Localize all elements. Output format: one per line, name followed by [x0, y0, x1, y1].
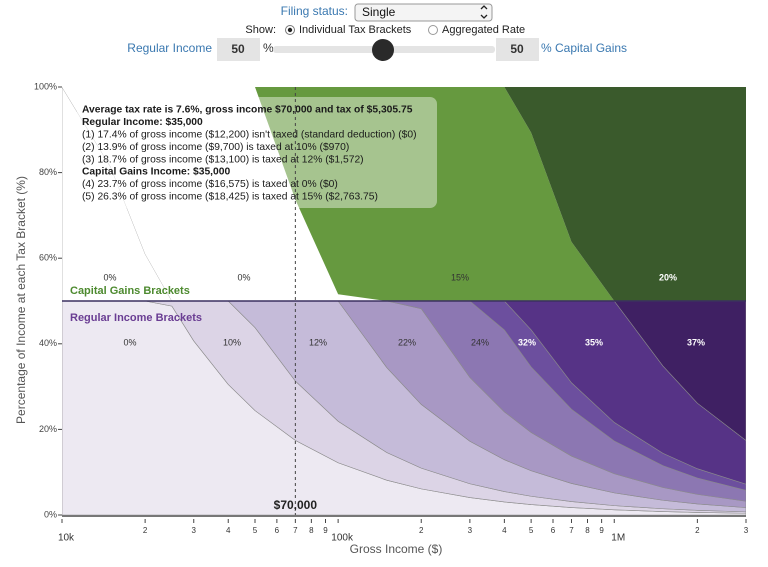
x-tick-label: 8: [585, 526, 590, 535]
select-arrows: [480, 5, 488, 19]
annotation-line: Capital Gains Income: $35,000: [82, 167, 230, 178]
bracket-label: 15%: [451, 272, 469, 282]
annotation-box: [77, 97, 437, 208]
x-tick-label: 2: [143, 526, 148, 535]
x-tick-label: 8: [309, 526, 314, 535]
x-tick-label: 1M: [611, 533, 625, 544]
bracket-label: 0%: [103, 272, 116, 282]
right-label: % Capital Gains: [541, 41, 627, 55]
x-tick-label: 4: [226, 526, 231, 535]
y-tick-label: 80%: [39, 167, 57, 177]
overlay: 0% 10% 12% 22% 24% 32% 35% 37%0% 0% 15% 20%Capital…: [14, 81, 749, 556]
annotation-line: (4) 23.7% of gross income ($16,575) is t…: [82, 179, 338, 190]
x-tick-label: 10k: [58, 533, 75, 544]
marker-label: $70,000: [274, 498, 318, 512]
radio-aggregated[interactable]: [428, 25, 438, 35]
x-axis-title: Gross Income ($): [350, 542, 443, 556]
group-label: Capital Gains Brackets: [70, 285, 190, 297]
x-tick-label: 9: [599, 526, 604, 535]
y-tick-label: 0%: [44, 509, 57, 519]
plot-area: [62, 87, 746, 515]
annotation-line: Average tax rate is 7.6%, gross income $…: [82, 105, 413, 116]
bracket-label: 32%: [518, 337, 536, 347]
left-value: 50: [231, 42, 245, 56]
bracket-label: 22%: [398, 337, 416, 347]
annotation-line: (5) 26.3% of gross income ($18,425) is t…: [82, 192, 378, 203]
x-tick-label: 6: [275, 526, 280, 535]
y-axis-title: Percentage of Income at each Tax Bracket…: [14, 176, 28, 424]
filing-label: Filing status:: [281, 4, 348, 18]
left-input[interactable]: [217, 38, 260, 61]
y-tick-label: 20%: [39, 424, 57, 434]
bracket-label: 10%: [223, 337, 241, 347]
y-tick-label: 60%: [39, 253, 57, 263]
annotation-line: (3) 18.7% of gross income ($13,100) is t…: [82, 154, 364, 165]
bracket-label: 20%: [659, 272, 677, 282]
x-tick-label: 100k: [331, 533, 354, 544]
annotation-line: Regular Income: $35,000: [82, 117, 203, 128]
radio-dot: [287, 27, 293, 33]
x-tick-label: 3: [468, 526, 473, 535]
x-tick-label: 2: [419, 526, 424, 535]
option-aggregated: Aggregated Rate: [442, 24, 525, 36]
x-tick-label: 5: [253, 526, 258, 535]
x-tick-label: 3: [192, 526, 197, 535]
x-tick-label: 4: [502, 526, 507, 535]
bracket-area: [62, 87, 746, 301]
x-tick-label: 3: [744, 526, 749, 535]
x-tick-label: 7: [569, 526, 574, 535]
annotation-line: (1) 17.4% of gross income ($12,200) isn'…: [82, 130, 417, 141]
group-label: Regular Income Brackets: [70, 312, 202, 324]
x-tick-label: 9: [323, 526, 328, 535]
right-value: 50: [510, 42, 524, 56]
y-tick-label: 100%: [34, 81, 57, 91]
bracket-label: 24%: [471, 337, 489, 347]
bracket-area: [62, 87, 746, 301]
bracket-label: 35%: [585, 337, 603, 347]
slider-knob[interactable]: [372, 39, 394, 61]
show-label: Show:: [245, 24, 276, 36]
bracket-label: 0%: [237, 272, 250, 282]
bracket-label: 37%: [687, 337, 705, 347]
annotation-line: (2) 13.9% of gross income ($9,700) is ta…: [82, 142, 349, 153]
bracket-label: 0%: [123, 337, 136, 347]
bracket-label: 12%: [309, 337, 327, 347]
bracket-area: [62, 87, 746, 301]
left-label: Regular Income: [127, 41, 212, 55]
x-tick-label: 6: [551, 526, 556, 535]
option-brackets: Individual Tax Brackets: [299, 24, 412, 36]
filing-select[interactable]: [354, 3, 493, 22]
right-input[interactable]: [496, 38, 539, 61]
y-tick-label: 40%: [39, 338, 57, 348]
x-tick-label: 5: [529, 526, 534, 535]
x-tick-label: 2: [695, 526, 700, 535]
filing-value: Single: [362, 5, 396, 19]
x-tick-label: 7: [293, 526, 298, 535]
left-unit: %: [263, 41, 274, 55]
